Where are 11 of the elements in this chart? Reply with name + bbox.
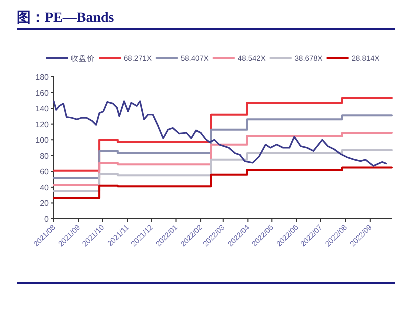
y-tick-label: 180: [36, 73, 50, 82]
y-tick-label: 100: [36, 136, 50, 146]
y-tick-label: 40: [40, 183, 50, 192]
chart-title: 图：PE—Bands: [17, 10, 115, 26]
y-tick-label: 160: [36, 88, 50, 98]
y-tick-label: 120: [36, 120, 50, 130]
y-tick-label: 140: [36, 104, 50, 114]
y-tick-label: 0: [44, 215, 50, 224]
y-tick-label: 60: [40, 168, 50, 177]
y-tick-label: 80: [40, 152, 50, 161]
y-tick-label: 20: [40, 199, 50, 208]
